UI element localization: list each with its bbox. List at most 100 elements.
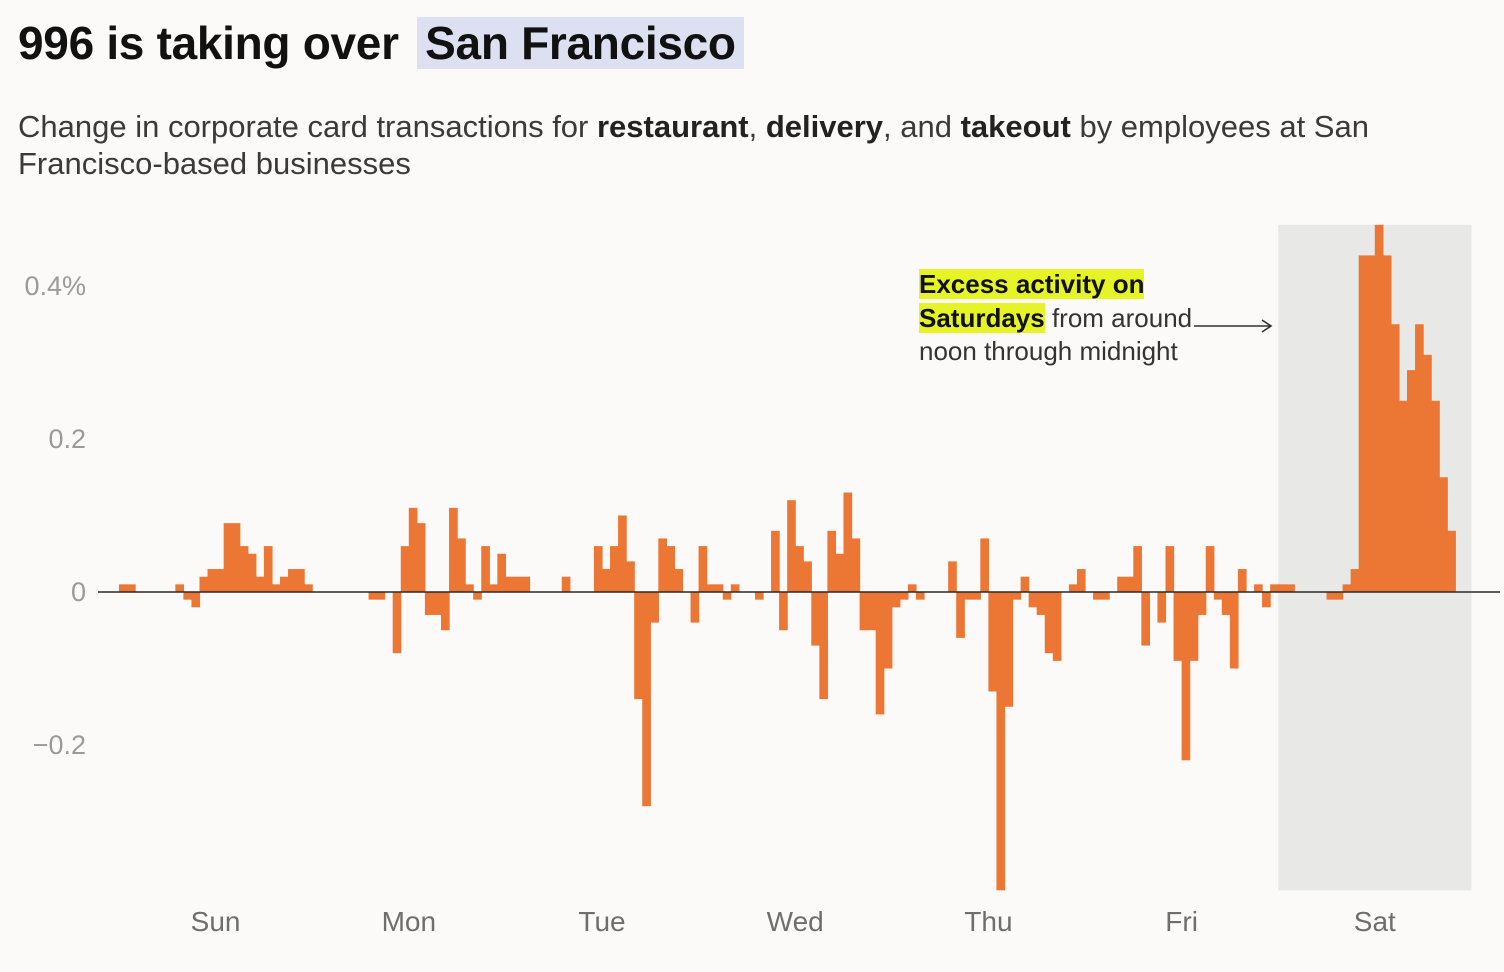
bar <box>119 584 128 592</box>
bar <box>1173 592 1183 661</box>
bar <box>618 515 627 592</box>
y-tick-label: −0.2 <box>33 730 86 760</box>
subtitle-text: , <box>748 109 766 144</box>
subtitle-text: , and <box>883 109 961 144</box>
bar <box>1133 546 1142 592</box>
bar <box>304 584 313 592</box>
x-axis-labels: Sun Mon Tue Wed Thu Fri Sat <box>191 906 1396 937</box>
bar <box>175 584 184 592</box>
bar <box>400 546 410 592</box>
bar <box>1447 530 1456 592</box>
bar <box>1213 592 1223 600</box>
bar <box>1407 370 1416 592</box>
bar <box>1141 592 1150 646</box>
bar <box>561 576 571 592</box>
y-tick-label: 0.4% <box>24 271 86 301</box>
bar <box>1423 354 1432 592</box>
bar <box>658 538 667 592</box>
bar <box>1044 592 1054 654</box>
bar <box>1334 592 1344 600</box>
bar <box>602 569 611 592</box>
bar <box>1390 324 1400 592</box>
bar <box>915 592 925 600</box>
bar <box>497 553 506 592</box>
bar <box>706 584 716 592</box>
bar <box>795 546 804 592</box>
x-tick-label: Mon <box>382 906 436 937</box>
x-tick-label: Sat <box>1354 906 1396 937</box>
bar <box>1012 592 1022 600</box>
bar <box>722 592 732 600</box>
bar <box>408 507 418 592</box>
bar-series <box>119 224 1456 891</box>
bar <box>811 592 820 646</box>
bar <box>441 592 450 631</box>
subtitle-text: Change in corporate card transactions fo… <box>18 109 597 144</box>
bar <box>690 592 700 623</box>
bar <box>1004 592 1014 707</box>
bar <box>843 492 853 592</box>
annotation-text: from around noon through midnight <box>919 302 1193 367</box>
bar <box>1286 584 1295 592</box>
bar <box>263 546 273 592</box>
y-tick-label: 0 <box>71 577 86 607</box>
subtitle-text: by employees at San Francisco-based busi… <box>18 109 1369 181</box>
x-tick-label: Thu <box>964 906 1012 937</box>
bar <box>191 592 201 608</box>
bar <box>899 592 909 600</box>
subtitle-emphasis: restaurant <box>596 109 749 144</box>
bar <box>457 538 466 592</box>
bar <box>827 530 837 592</box>
bar <box>891 592 901 608</box>
bar <box>1374 224 1384 593</box>
bar <box>988 592 998 692</box>
bar <box>376 592 386 600</box>
bar <box>1326 592 1336 600</box>
bar <box>610 546 619 592</box>
bar <box>1270 584 1279 592</box>
bar <box>1342 584 1352 592</box>
bar <box>674 569 684 592</box>
bar <box>835 553 845 592</box>
bar <box>432 592 442 615</box>
bar <box>779 592 788 631</box>
bar <box>1181 592 1191 761</box>
bar <box>288 569 297 592</box>
bar <box>771 530 780 592</box>
bar <box>626 561 635 592</box>
bar <box>730 584 740 592</box>
bar <box>1415 324 1424 592</box>
bar <box>1262 592 1271 608</box>
x-tick-label: Tue <box>578 906 625 937</box>
bar <box>199 576 209 592</box>
bar <box>127 584 136 592</box>
bar <box>207 569 217 592</box>
bar <box>296 569 305 592</box>
bar <box>1197 592 1207 615</box>
bar <box>1398 400 1408 592</box>
bar <box>980 538 989 592</box>
bar <box>465 584 474 592</box>
subtitle-emphasis: takeout <box>960 109 1071 144</box>
bar <box>948 561 957 592</box>
bar <box>819 592 828 700</box>
bar <box>183 592 193 600</box>
bar <box>505 576 515 592</box>
title-prefix: 996 is taking over <box>18 17 399 69</box>
bar <box>787 500 796 592</box>
bar <box>1439 477 1448 592</box>
x-tick-label: Wed <box>767 906 824 937</box>
annotation-arrow <box>1194 319 1273 333</box>
bar <box>634 592 643 700</box>
bar <box>1157 592 1167 623</box>
bar <box>1237 569 1247 592</box>
bar <box>1165 546 1175 592</box>
bar <box>1028 592 1038 608</box>
bar <box>1093 592 1102 600</box>
bar <box>368 592 378 600</box>
bar <box>754 592 764 600</box>
bar <box>392 592 402 654</box>
bar <box>875 592 885 715</box>
bar <box>1117 576 1126 592</box>
